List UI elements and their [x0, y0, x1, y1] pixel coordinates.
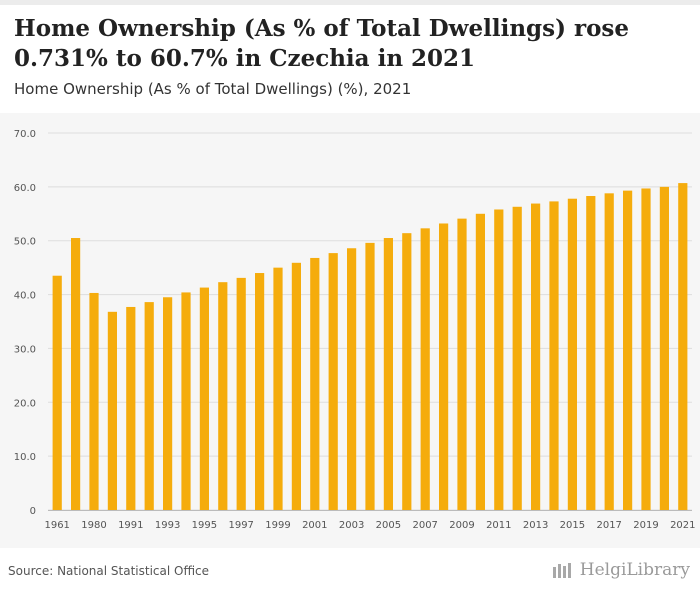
source-note: Source: National Statistical Office — [8, 564, 210, 578]
bar-2012 — [512, 206, 522, 510]
bar-2002 — [328, 253, 338, 510]
y-tick-label: 10.0 — [14, 452, 36, 463]
x-tick-label: 2021 — [670, 520, 695, 531]
bar-2019 — [641, 188, 651, 510]
bar-2014 — [549, 201, 559, 510]
y-tick-label: 0 — [30, 506, 36, 517]
bar-1970 — [71, 238, 81, 510]
x-tick-label: 1997 — [228, 520, 253, 531]
helgi-library-logo: HelgiLibrary — [552, 560, 690, 580]
bar-2008 — [439, 223, 449, 511]
bar-2001 — [310, 257, 320, 510]
bar-2006 — [402, 233, 412, 511]
x-tick-label: 1961 — [44, 520, 69, 531]
y-tick-label: 40.0 — [14, 291, 36, 302]
y-tick-label: 60.0 — [14, 183, 36, 194]
library-building-icon — [552, 563, 571, 578]
bar-2015 — [567, 198, 577, 510]
bar-2017 — [604, 193, 614, 510]
bar-1993 — [163, 297, 173, 510]
top-rule — [0, 0, 700, 5]
chart-title: Home Ownership (As % of Total Dwellings)… — [14, 15, 630, 72]
x-tick-label: 2011 — [486, 520, 511, 531]
bar-1992 — [144, 302, 154, 510]
y-axis-ticks: 0 10.0 20.0 30.0 40.0 50.0 60.0 70.0 — [14, 129, 36, 517]
x-tick-label: 2001 — [302, 520, 327, 531]
bar-2021 — [678, 183, 688, 510]
logo-text: HelgiLibrary — [579, 560, 690, 580]
x-tick-label: 1995 — [192, 520, 217, 531]
x-tick-label: 1993 — [155, 520, 180, 531]
x-tick-label: 1980 — [81, 520, 106, 531]
bar-2013 — [531, 203, 541, 511]
bar-2003 — [347, 248, 357, 510]
bar-1999 — [273, 267, 283, 510]
bar-1980 — [89, 292, 99, 510]
x-tick-label: 2019 — [633, 520, 658, 531]
x-tick-label: 2015 — [560, 520, 585, 531]
x-axis-ticks: 1961 1980 1991 1993 1995 1997 1999 2001 2003 2005… — [44, 520, 695, 531]
bar-2011 — [494, 209, 504, 511]
x-tick-label: 2009 — [449, 520, 474, 531]
bar-1990 — [107, 311, 117, 510]
x-tick-label: 2003 — [339, 520, 364, 531]
bar-2009 — [457, 218, 467, 510]
bar-1998 — [255, 273, 265, 510]
x-tick-label: 1991 — [118, 520, 143, 531]
x-tick-label: 2013 — [523, 520, 548, 531]
chart-subtitle: Home Ownership (As % of Total Dwellings)… — [14, 80, 412, 98]
bar-1996 — [218, 282, 228, 510]
bar-1995 — [199, 287, 209, 510]
x-tick-label: 1999 — [265, 520, 290, 531]
bar-1991 — [126, 306, 136, 510]
y-tick-label: 20.0 — [14, 398, 36, 409]
bar-2020 — [659, 186, 669, 511]
x-tick-label: 2005 — [376, 520, 401, 531]
x-tick-label: 2017 — [596, 520, 621, 531]
bar-2016 — [586, 196, 596, 510]
bar-1994 — [181, 292, 191, 510]
bar-2018 — [623, 190, 633, 510]
bar-2010 — [475, 213, 485, 511]
bar-1997 — [236, 277, 246, 510]
x-tick-label: 2007 — [412, 520, 437, 531]
bars — [52, 183, 688, 511]
bar-2004 — [365, 242, 375, 510]
y-tick-label: 70.0 — [14, 129, 36, 140]
y-tick-label: 30.0 — [14, 344, 36, 355]
bar-2005 — [383, 238, 393, 510]
bar-2007 — [420, 228, 430, 510]
y-tick-label: 50.0 — [14, 237, 36, 248]
bar-2000 — [291, 262, 301, 510]
bar-1961 — [52, 275, 62, 510]
